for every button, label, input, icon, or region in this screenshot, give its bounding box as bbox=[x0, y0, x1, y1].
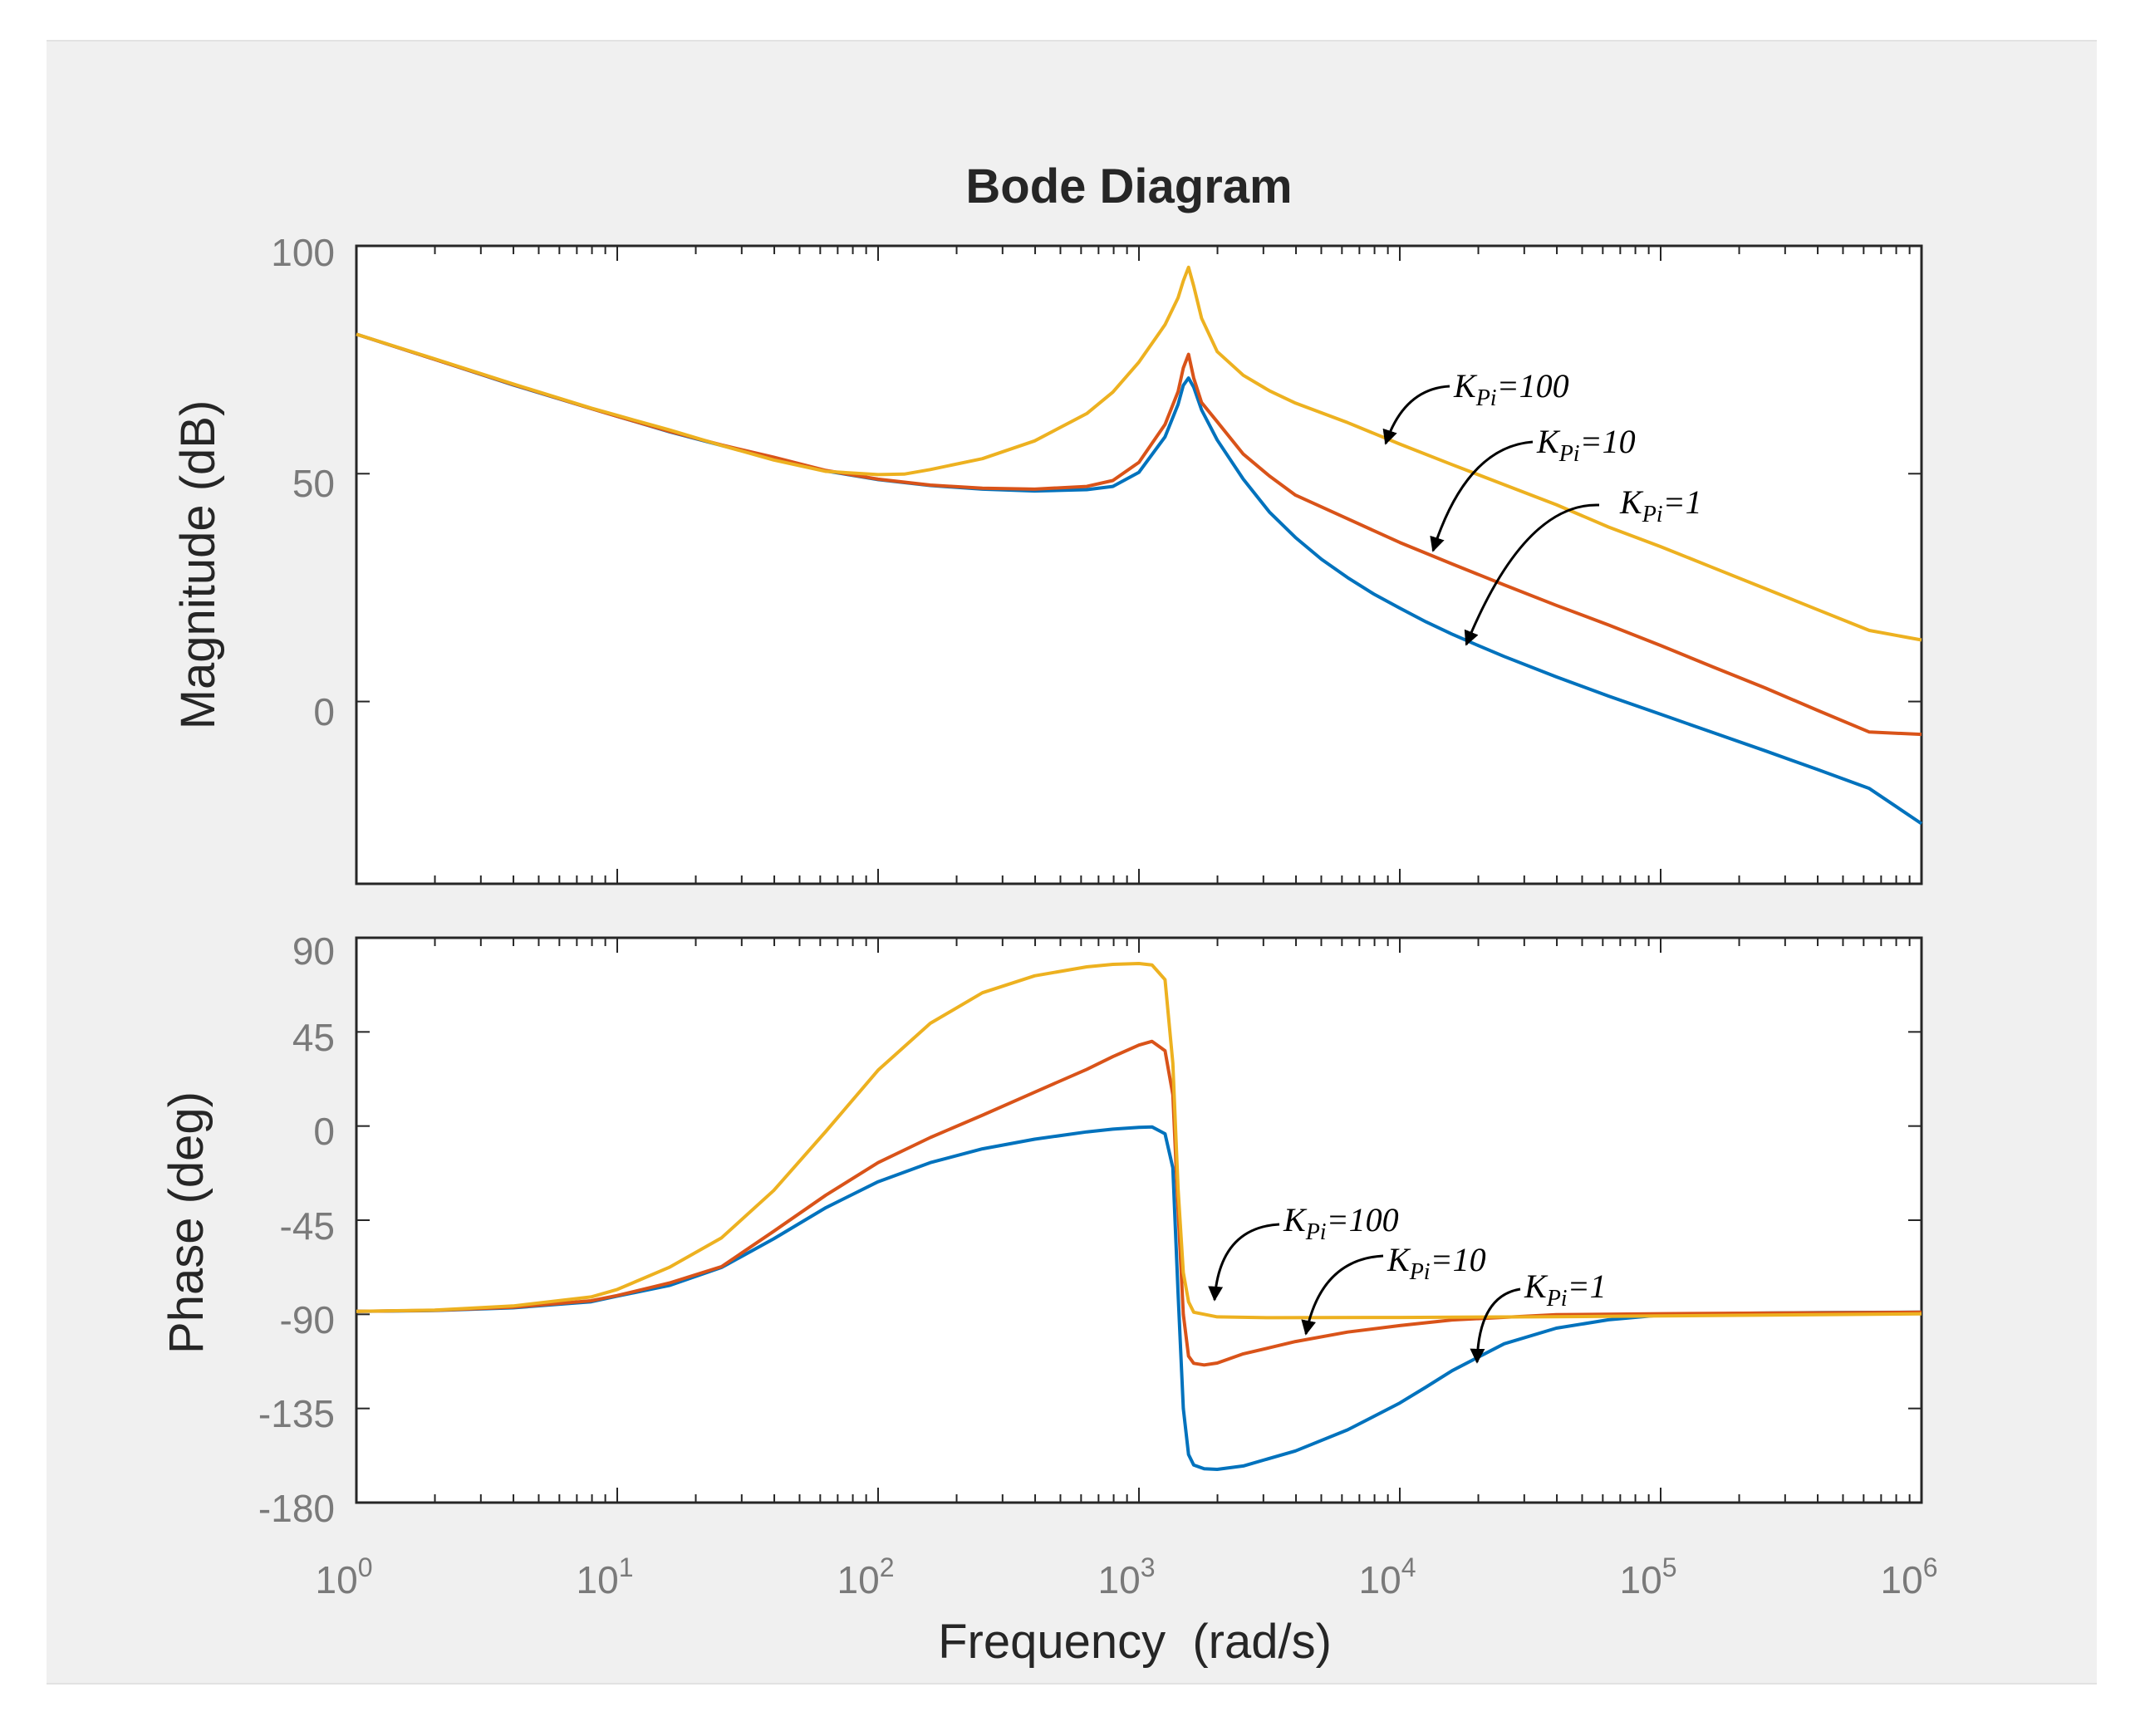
phase-minor-ticks bbox=[356, 937, 1922, 1503]
phase-annotation-kpi10: KPi=10 bbox=[1301, 1241, 1486, 1336]
phase-annotation-kpi10-label: KPi=10 bbox=[1387, 1241, 1486, 1285]
phase-arrow-kpi100 bbox=[1208, 1223, 1280, 1302]
mag-annotation-kpi100: KPi=100 bbox=[1382, 367, 1569, 445]
mag-arrow-kpi1 bbox=[1464, 503, 1600, 646]
mag-arrow-kpi100 bbox=[1382, 385, 1450, 445]
phase-plot-area bbox=[355, 936, 1923, 1504]
xtick-10e1: 101 bbox=[577, 1552, 634, 1601]
phase-annotation-kpi100-label: KPi=100 bbox=[1283, 1201, 1399, 1245]
phase-ylabel: Phase (deg) bbox=[160, 1091, 214, 1354]
mag-ytick-100: 100 bbox=[271, 231, 335, 274]
phase-series-kpi-10 bbox=[356, 1039, 1922, 1367]
phase-ytick-45: 45 bbox=[292, 1016, 335, 1059]
magnitude-ylabel: Magnitude (dB) bbox=[171, 400, 225, 730]
mag-arrow-kpi10 bbox=[1430, 440, 1534, 552]
magnitude-minor-ticks bbox=[356, 245, 1922, 884]
phase-arrow-kpi10 bbox=[1301, 1254, 1384, 1336]
magnitude-plot-area bbox=[355, 244, 1923, 885]
xtick-10e0: 100 bbox=[316, 1552, 373, 1601]
phase-series-kpi-100 bbox=[356, 962, 1922, 1320]
magnitude-panel: Magnitude (dB) 0 50 100 KPi=100 KPi=10 K… bbox=[171, 231, 1923, 885]
chart-title: Bode Diagram bbox=[965, 159, 1292, 213]
xtick-10e5: 105 bbox=[1620, 1552, 1677, 1601]
phase-panel: Phase (deg) 90 45 0 -45 -90 -135 -180 10… bbox=[160, 929, 1937, 1669]
mag-annotation-kpi10: KPi=10 bbox=[1430, 423, 1636, 552]
x-tick-labels: 100 101 102 103 104 105 106 bbox=[316, 1552, 1938, 1601]
magnitude-series-kpi-100 bbox=[356, 265, 1922, 642]
phase-series-group bbox=[356, 962, 1922, 1471]
phase-ytick-minus135: -135 bbox=[258, 1392, 335, 1435]
xtick-10e2: 102 bbox=[837, 1552, 895, 1601]
phase-ytick-minus180: -180 bbox=[258, 1487, 335, 1530]
mag-annotation-kpi1: KPi=1 bbox=[1464, 483, 1702, 646]
mag-ytick-0: 0 bbox=[313, 690, 335, 733]
phase-ytick-0: 0 bbox=[313, 1110, 335, 1153]
phase-ytick-minus45: -45 bbox=[280, 1204, 335, 1248]
phase-ytick-90: 90 bbox=[292, 929, 335, 973]
xtick-10e3: 103 bbox=[1098, 1552, 1156, 1601]
mag-ytick-50: 50 bbox=[292, 462, 335, 505]
phase-annotation-kpi100: KPi=100 bbox=[1208, 1201, 1399, 1302]
xtick-10e6: 106 bbox=[1881, 1552, 1938, 1601]
mag-annotation-kpi10-label: KPi=10 bbox=[1536, 423, 1636, 467]
phase-annotation-kpi1-label: KPi=1 bbox=[1524, 1268, 1607, 1312]
phase-ytick-minus90: -90 bbox=[280, 1298, 335, 1341]
magnitude-series-group bbox=[356, 265, 1923, 826]
xtick-10e4: 104 bbox=[1359, 1552, 1416, 1601]
phase-arrow-kpi1 bbox=[1470, 1287, 1521, 1364]
mag-annotation-kpi1-label: KPi=1 bbox=[1619, 483, 1702, 527]
x-axis-label: Frequency (rad/s) bbox=[938, 1615, 1332, 1669]
mag-annotation-kpi100-label: KPi=100 bbox=[1453, 367, 1569, 411]
phase-annotation-kpi1: KPi=1 bbox=[1470, 1268, 1607, 1364]
